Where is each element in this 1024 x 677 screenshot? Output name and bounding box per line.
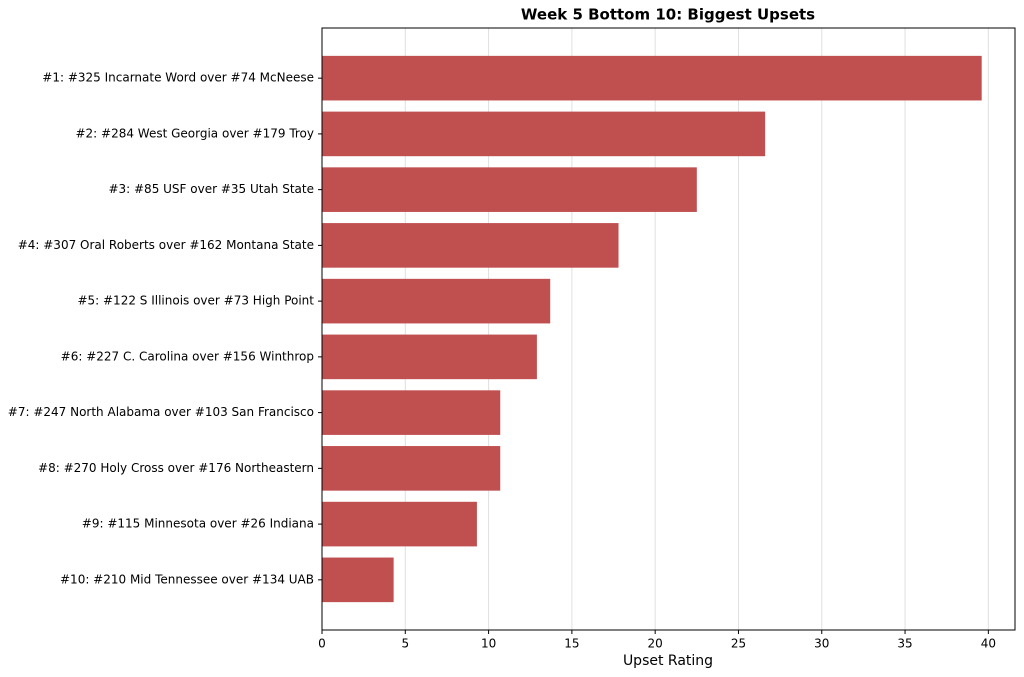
y-tick-label: #1: #325 Incarnate Word over #74 McNeese bbox=[42, 71, 314, 85]
y-tick-label: #3: #85 USF over #35 Utah State bbox=[108, 182, 314, 196]
x-tick-label: 40 bbox=[981, 637, 996, 651]
x-tick-label: 30 bbox=[814, 637, 829, 651]
x-tick-label: 15 bbox=[564, 637, 579, 651]
x-tick-label: 25 bbox=[731, 637, 746, 651]
y-tick-label: #10: #210 Mid Tennessee over #134 UAB bbox=[60, 572, 314, 586]
bar bbox=[322, 278, 551, 324]
bar bbox=[322, 446, 501, 491]
x-axis-label: Upset Rating bbox=[623, 653, 713, 669]
plot-frame bbox=[321, 27, 1016, 631]
chart-title: Week 5 Bottom 10: Biggest Upsets bbox=[521, 6, 815, 24]
y-tick-label: #8: #270 Holy Cross over #176 Northeaste… bbox=[38, 461, 314, 475]
y-tick-label: #5: #122 S Illinois over #73 High Point bbox=[77, 294, 314, 308]
x-tick-label: 20 bbox=[648, 637, 663, 651]
bar bbox=[322, 557, 394, 603]
x-tick-label: 35 bbox=[897, 637, 912, 651]
bar bbox=[322, 501, 477, 547]
bar bbox=[322, 111, 766, 157]
y-tick-label: #4: #307 Oral Roberts over #162 Montana … bbox=[18, 238, 314, 252]
y-tick-label: #7: #247 North Alabama over #103 San Fra… bbox=[8, 405, 314, 419]
x-tick-label: 0 bbox=[318, 637, 326, 651]
bar bbox=[322, 223, 619, 268]
bar bbox=[322, 334, 537, 380]
y-tick-label: #6: #227 C. Carolina over #156 Winthrop bbox=[61, 349, 314, 363]
x-tick-label: 10 bbox=[481, 637, 496, 651]
bar bbox=[322, 167, 697, 212]
bar bbox=[322, 390, 501, 435]
y-tick-label: #9: #115 Minnesota over #26 Indiana bbox=[82, 517, 314, 531]
y-tick-label: #2: #284 West Georgia over #179 Troy bbox=[75, 126, 314, 140]
x-tick-label: 5 bbox=[401, 637, 409, 651]
bar bbox=[322, 55, 982, 101]
